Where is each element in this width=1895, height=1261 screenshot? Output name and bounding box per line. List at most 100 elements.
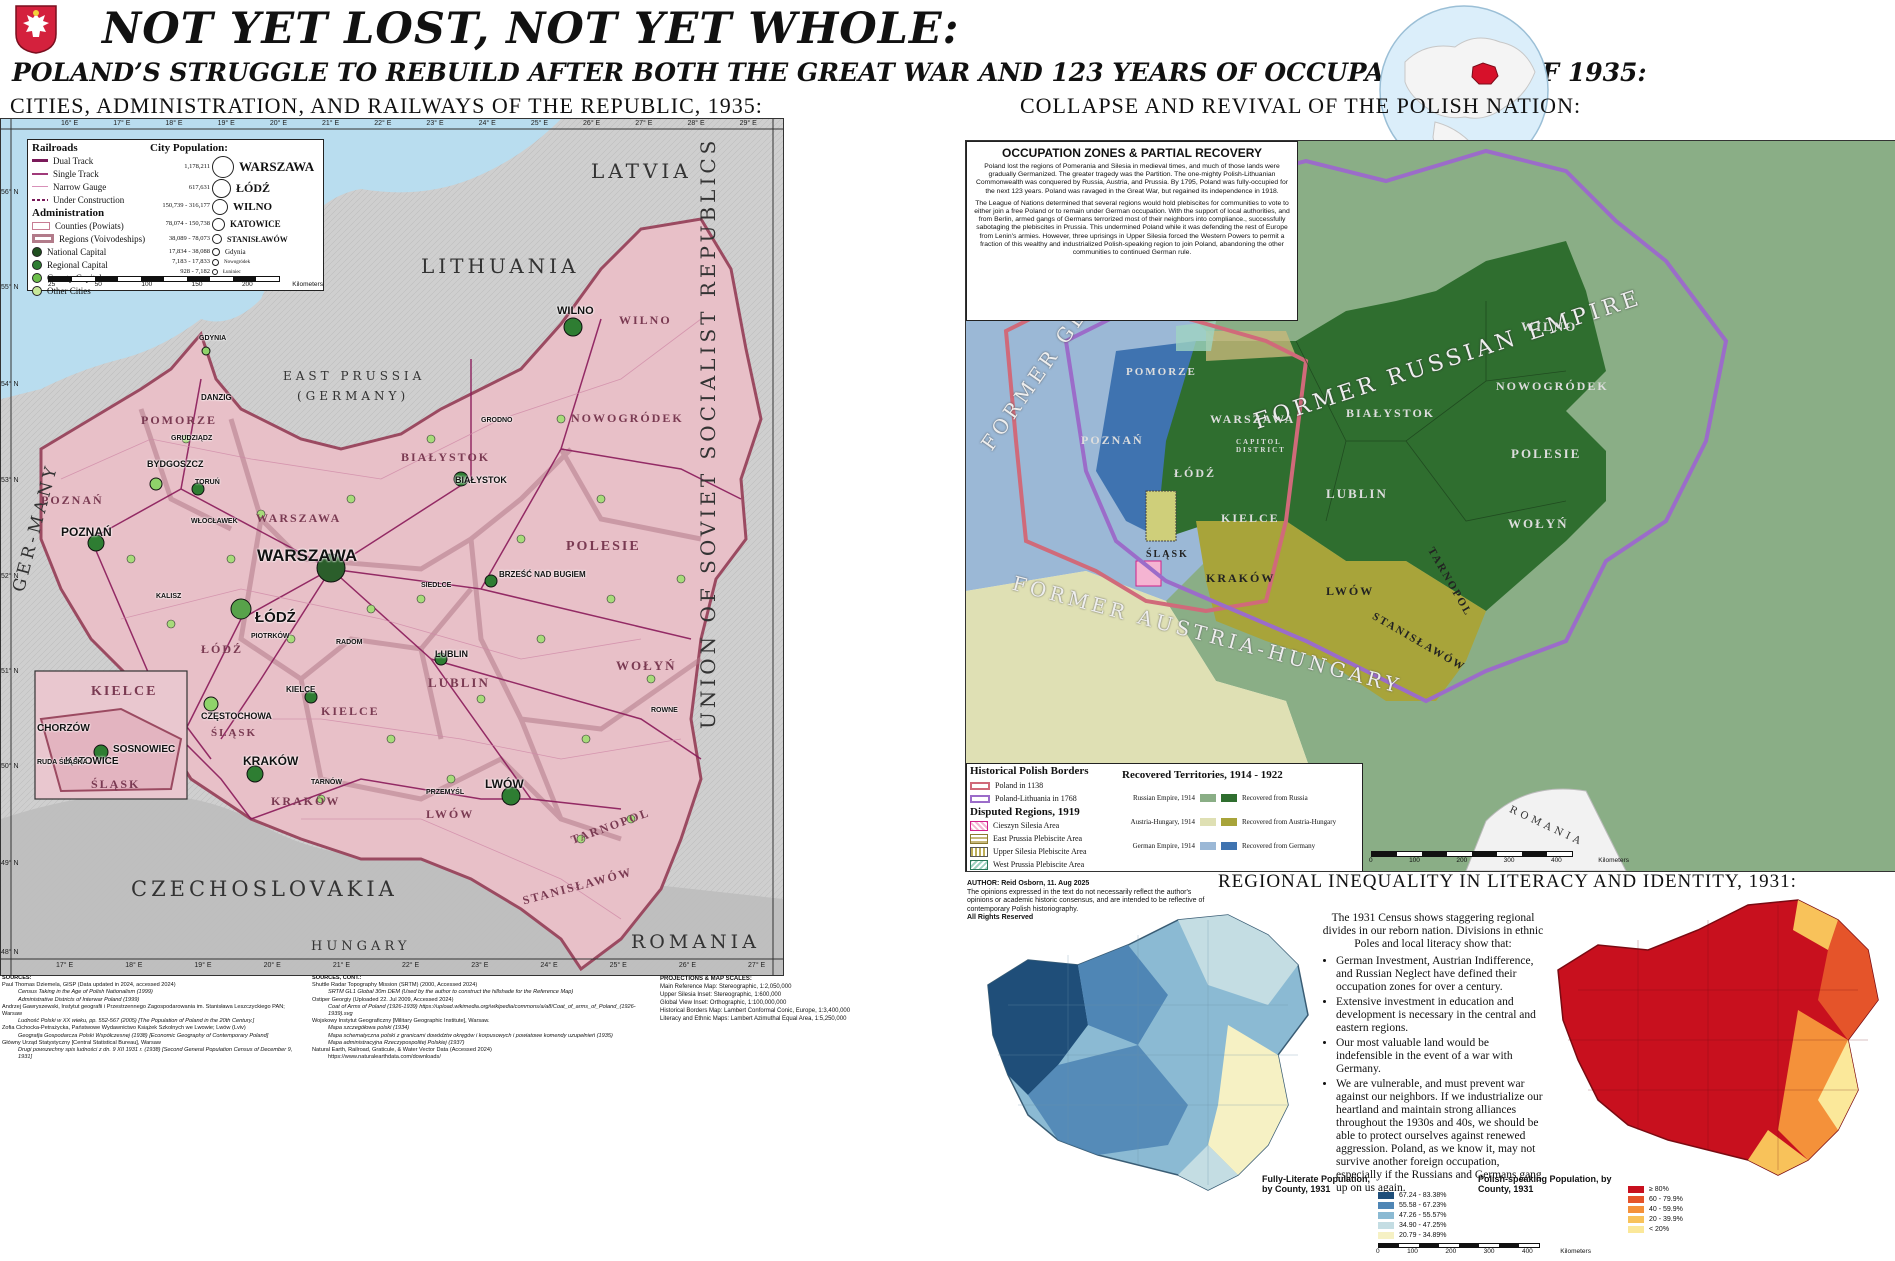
author-line: AUTHOR: Reid Osborn, 11. Aug 2025 — [967, 880, 1090, 887]
hist-region-poznan: POZNAŃ — [1081, 433, 1144, 447]
lon-tick: 26° E — [678, 962, 697, 969]
pop-range: 617,631 — [188, 184, 210, 191]
hist-region-lodz: ŁÓDŹ — [1174, 466, 1217, 480]
legend-source: Austria-Hungary, 1914 — [1130, 818, 1195, 826]
region-wilno: WILNO — [619, 313, 672, 327]
lat-tick: 50° N — [1, 763, 19, 770]
legend-label: ≥ 80% — [1649, 1185, 1669, 1193]
label-romania: ROMANIA — [631, 931, 760, 953]
pop-row: WARSZAWA — [212, 156, 320, 178]
hist-region-warszawa: WARSZAWA — [1210, 412, 1296, 426]
reference-map: 16° E 17° E 18° E 19° E 20° E 21° E 22° … — [0, 118, 784, 976]
pop-range: 78,074 - 150,738 — [165, 220, 210, 227]
lon-tick: 18° E — [125, 962, 143, 969]
lon-tick: 28° E — [687, 120, 705, 127]
pop-range: 928 - 7,182 — [180, 268, 210, 275]
city-wloclawek: WŁOCŁAWEK — [191, 518, 238, 525]
legend-row: Dual Track — [32, 154, 150, 167]
legend-label: East Prussia Plebiscite Area — [993, 834, 1083, 843]
legend-label: 55.58 - 67.23% — [1399, 1201, 1447, 1209]
legend-row: German Empire, 1914 Recovered from German… — [1117, 834, 1357, 858]
scale-label: 100 — [1407, 1248, 1418, 1255]
pop-city: Nowogródek — [224, 259, 251, 265]
region-lublin: LUBLIN — [428, 675, 490, 690]
city-tarnow: TARNÓW — [311, 779, 342, 786]
polish-speaking-map — [1538, 890, 1893, 1205]
scale-label: 400 — [1521, 1248, 1533, 1255]
region-bialystok: BIAŁYSTOK — [401, 450, 491, 464]
source-line: Ludność Polski w XX wieku, pp. 552-567 (… — [18, 1018, 255, 1025]
pop-city: STANISŁAWÓW — [227, 234, 288, 244]
inequality-scale-labels: 0 100 200 300 400 Kilometers — [1376, 1248, 1591, 1256]
legend-row: ≥ 80% — [1628, 1184, 1708, 1194]
inequality-text: The 1931 Census shows staggering regiona… — [1322, 912, 1544, 1197]
lon-tick: 20° E — [263, 962, 281, 969]
scale-label: 100 — [1409, 857, 1420, 864]
occupation-textbox-title: OCCUPATION ZONES & PARTIAL RECOVERY — [1001, 146, 1262, 160]
pop-range: 1,178,211 — [184, 163, 210, 170]
hist-region-capitol: CAPITOL DISTRICT — [1236, 438, 1286, 454]
lon-tick: 23° E — [426, 120, 444, 127]
region-poznan: POZNAŃ — [41, 493, 104, 507]
pop-city: WARSZAWA — [239, 159, 315, 174]
lon-tick: 25° E — [530, 120, 549, 127]
lon-tick: 21° E — [322, 120, 340, 127]
label-lithuania: LITHUANIA — [421, 254, 580, 278]
source-line: Mapa szczegółowa polski (1934) — [328, 1025, 410, 1032]
legend-row: Narrow Gauge — [32, 180, 150, 193]
bullet-item: We are vulnerable, and must prevent war … — [1336, 1078, 1544, 1195]
legend-label: Under Construction — [53, 194, 125, 205]
label-czechoslovakia: CZECHOSLOVAKIA — [131, 877, 398, 901]
historical-map: FORMER GERMAN EMPIRE FORMER RUSSIAN EMPI… — [965, 140, 1895, 872]
sources-title: SOURCES, CONT.: — [312, 975, 362, 981]
inequality-intro: The 1931 Census shows staggering regiona… — [1322, 912, 1544, 950]
pop-row: STANISŁAWÓW — [212, 232, 320, 246]
legend-label: Recovered from Germany — [1242, 842, 1316, 850]
hist-region-lwow: LWÓW — [1326, 584, 1375, 598]
legend-label: 40 - 59.9% — [1649, 1205, 1683, 1213]
lon-tick: 17° E — [56, 962, 74, 969]
legend-label: 60 - 79.9% — [1649, 1195, 1683, 1203]
legend-row: 47.26 - 55.57% — [1378, 1210, 1470, 1220]
city-grudziadz: GRUDZIĄDZ — [171, 435, 213, 442]
legend-label: National Capital — [47, 246, 107, 257]
pop-range: 38,089 - 78,073 — [168, 235, 210, 242]
pop-row: Gdynia — [212, 246, 320, 257]
legend-label: 47.26 - 55.57% — [1399, 1211, 1447, 1219]
city-grodno: GRODNO — [481, 417, 513, 424]
pop-city: KATOWICE — [230, 219, 281, 229]
source-line: Drugi powszechny spis ludności z dn. 9 X… — [18, 1047, 293, 1061]
bullet-item: Extensive investment in education and de… — [1336, 996, 1544, 1035]
polish-legend: Polish-speaking Population, by County, 1… — [1478, 1174, 1628, 1194]
lon-tick: 27° E — [748, 962, 766, 969]
legend-row: 67.24 - 83.38% — [1378, 1190, 1470, 1200]
lon-tick: 21° E — [332, 962, 351, 969]
region-wolyn: WOŁYŃ — [616, 658, 677, 673]
legend-row: Poland in 1138 — [970, 779, 1043, 792]
legend-row: 60 - 79.9% — [1628, 1194, 1708, 1204]
scale-label: 0 — [1376, 1248, 1380, 1255]
legend-label: Regional Capital — [47, 259, 108, 270]
inset-label-slask: ŚLĄSK — [91, 777, 141, 791]
source-line: Główny Urząd Statystyczny [Central Stati… — [2, 1039, 161, 1046]
legend-row: < 20% — [1628, 1224, 1708, 1234]
city-bialystok: BIAŁYSTOK — [455, 475, 507, 485]
page-subtitle: POLAND’S STRUGGLE TO REBUILD AFTER BOTH … — [12, 58, 1647, 87]
region-warszawa: WARSZAWA — [256, 511, 342, 525]
pop-range: 7,183 - 17,833 — [172, 258, 210, 265]
literacy-legend-bins: 67.24 - 83.38% 55.58 - 67.23% 47.26 - 55… — [1378, 1190, 1470, 1240]
legend-row: East Prussia Plebiscite Area — [970, 832, 1082, 845]
occupation-para-2: The League of Nations determined that se… — [974, 199, 1290, 257]
lon-tick: 24° E — [540, 962, 558, 969]
literacy-map — [968, 905, 1323, 1205]
inequality-scale-bar — [1378, 1243, 1540, 1248]
legend-label: Counties (Powiats) — [55, 220, 124, 231]
lon-tick: 25° E — [609, 962, 627, 969]
hist-region-lublin: LUBLIN — [1326, 486, 1388, 501]
legend-row: Regional Capital — [32, 258, 150, 271]
scale-label: 200 — [241, 281, 253, 288]
source-line: Mapa administracyjna Rzeczypospolitej Po… — [328, 1039, 465, 1046]
legend-pop-title: City Population: — [150, 142, 228, 154]
occupation-textbox: OCCUPATION ZONES & PARTIAL RECOVERY Pola… — [966, 141, 1298, 321]
label-germany-note: (GERMANY) — [297, 389, 410, 403]
